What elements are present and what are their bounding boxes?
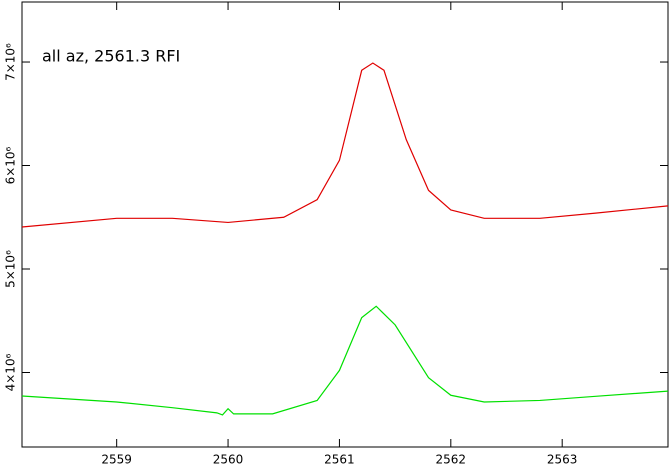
annotation: all az, 2561.3 RFI: [42, 47, 180, 66]
series-line: [21, 305, 669, 416]
x-tick-label: 2562: [436, 453, 467, 467]
y-tick-label: 7×10⁶: [4, 43, 18, 81]
series-line: [21, 62, 669, 228]
x-tick-label: 2560: [213, 453, 244, 467]
x-tick-label: 2559: [101, 453, 132, 467]
y-tick-label: 4×10⁶: [4, 353, 18, 391]
y-tick-label: 6×10⁶: [4, 146, 18, 184]
plot-frame: [21, 1, 669, 448]
x-tick-label: 2561: [324, 453, 355, 467]
y-tick-label: 5×10⁶: [4, 250, 18, 288]
x-tick-label: 2563: [547, 453, 578, 467]
